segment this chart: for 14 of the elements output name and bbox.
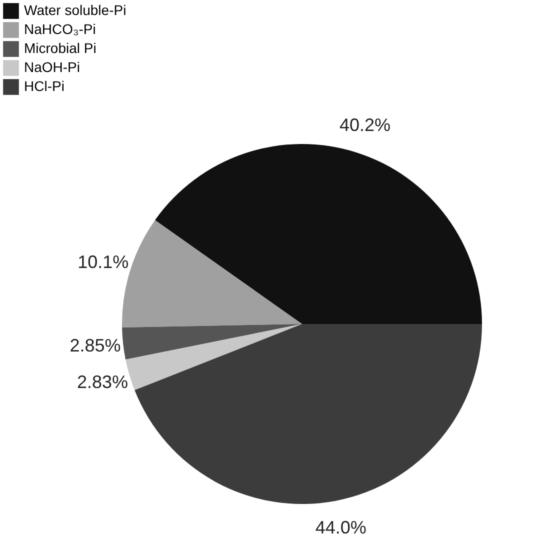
pie-slice xyxy=(134,324,482,504)
legend-label: Microbial Pi xyxy=(24,40,96,56)
pie-slice xyxy=(126,324,302,390)
data-label: 10.1% xyxy=(78,252,129,272)
data-label: 2.83% xyxy=(77,372,128,392)
data-label: 44.0% xyxy=(315,517,366,538)
data-label: 40.2% xyxy=(339,114,391,135)
pie-slice xyxy=(122,324,302,360)
legend-label: NaOH-Pi xyxy=(24,59,80,75)
legend-label: NaHCO₃-Pi xyxy=(24,21,96,37)
legend-label: Water soluble-Pi xyxy=(24,2,126,18)
data-label: 2.85% xyxy=(70,336,121,356)
legend-label: HCl-Pi xyxy=(24,78,64,94)
pie-slice xyxy=(155,144,482,324)
